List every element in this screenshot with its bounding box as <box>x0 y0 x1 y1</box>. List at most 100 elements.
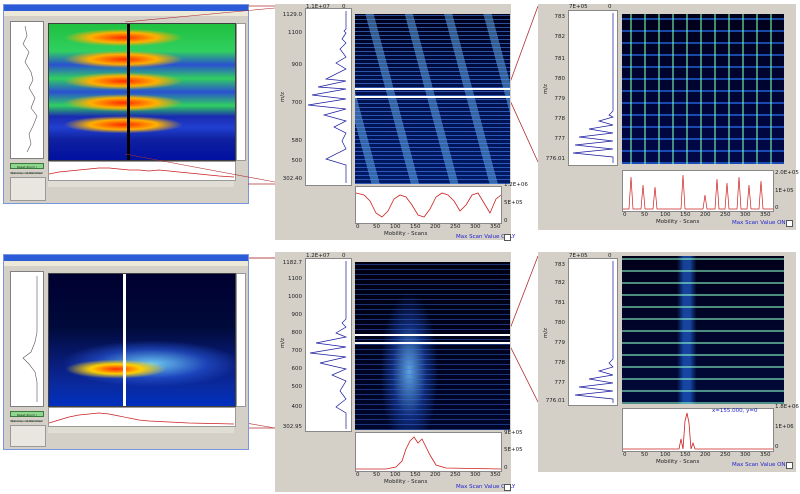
top-zoom1-profile <box>305 8 352 186</box>
bottom-zoom2-scale-label: 7E+05 <box>569 253 588 259</box>
top-zoom2-spectrum-map <box>622 14 784 164</box>
top-zoom2-intensity-mid: 1E+05 <box>775 188 794 194</box>
bottom-zoom1-spectrum-map <box>355 262 510 430</box>
options-controls <box>10 425 46 447</box>
top-zoom1-x-tick-5: 250 <box>450 224 461 230</box>
top-zoom2-y-tick-4: 779 <box>554 96 566 102</box>
bottom-zoom1-y-axis-label: m/z <box>280 337 287 349</box>
top-zoom2-x-tick-6: 300 <box>740 212 751 218</box>
bottom-zoom1-x-tick-2: 100 <box>390 472 401 478</box>
recompute-button[interactable]: Reset Zoom / Recompute Summed <box>10 163 44 175</box>
bottom-zoom1-intensity-mid: 5E+05 <box>504 447 523 453</box>
window-titlebar <box>4 255 248 261</box>
bottom-zoom2-intensity-trace <box>622 408 774 452</box>
top-zoom1-spectrum-map <box>355 14 510 184</box>
top-zoom1-x-tick-4: 200 <box>430 224 441 230</box>
top-zoom2-y-tick-2: 781 <box>554 56 566 62</box>
side-profile-panel <box>10 271 44 407</box>
tab-calibration[interactable]: Calibration <box>26 171 43 175</box>
top-zoom2-x-tick-7: 350 <box>760 212 771 218</box>
bottom-zoom1-selection-box[interactable] <box>355 334 510 344</box>
bottom-zoom2-intensity-max: 1.8E+06 <box>775 404 799 410</box>
bottom-zoom2-max-scan-checkbox[interactable] <box>786 462 793 469</box>
top-zoom1-scale-label: 1.1E+07 <box>306 4 330 10</box>
bottom-zoom1-y-tick-0: 1182.7 <box>282 260 302 266</box>
bottom-zoom1-y-tick-7: 500 <box>291 384 303 390</box>
top-zoom1-y-tick-1: 1100 <box>288 30 302 36</box>
scan-selection-line[interactable] <box>123 274 126 406</box>
top-zoom1-max-scan-checkbox[interactable] <box>504 234 511 241</box>
top-zoom2-profile-trace <box>572 13 614 163</box>
top-zoom1-x-tick-1: 50 <box>373 224 380 230</box>
side-profile-trace <box>22 25 38 153</box>
top-zoom1-intensity-trace <box>355 186 502 224</box>
bottom-zoom1-intensity-line <box>356 436 501 470</box>
window-menubar <box>4 261 248 266</box>
side-profile-trace <box>22 276 38 402</box>
top-zoom2-y-tick-3: 780 <box>554 76 566 82</box>
bottom-zoom1-y-tick-2: 1000 <box>288 294 302 300</box>
top-zoom2-max-scan-checkbox[interactable] <box>786 220 793 227</box>
top-zoom1-selection-box[interactable] <box>355 88 510 98</box>
top-zoom2-max-scan-label: Max Scan Value ONLY <box>732 220 792 226</box>
tab-calibration[interactable]: Calibration <box>26 419 43 423</box>
bottom-zoom1-scale-label: 1.2E+07 <box>306 253 330 259</box>
bottom-zoom1-max-scan-checkbox[interactable] <box>504 484 511 491</box>
bottom-zoom2-y-tick-3: 780 <box>554 320 566 326</box>
recompute-button[interactable]: Reset Zoom / Recompute Summed <box>10 411 44 423</box>
bottom-zoom2-intensity-line <box>623 412 773 450</box>
main-heatmap <box>48 23 236 161</box>
options-controls <box>10 177 46 201</box>
tab-options[interactable]: Options <box>10 171 22 175</box>
top-zoom1-zero-label: 0 <box>342 4 346 10</box>
top-zoom2-intensity-trace <box>622 170 774 212</box>
bottom-zoom1-intensity-zero: 0 <box>504 465 508 471</box>
main-heatmap <box>48 273 236 407</box>
top-zoom2-scale-label: 7E+05 <box>569 4 588 10</box>
bottom-zoom2-profile-trace <box>574 261 614 403</box>
top-zoom2-y-axis-label: m/z <box>543 83 550 95</box>
window-menubar <box>4 11 248 16</box>
bottom-zoom1-x-tick-1: 50 <box>373 472 380 478</box>
bottom-zoom2-zero-label: 0 <box>608 253 612 259</box>
bottom-zoom1-zero-label: 0 <box>342 253 346 259</box>
bottom-zoom1-y-tick-9: 302.95 <box>282 424 302 430</box>
bottom-zoom2-x-label: Mobility - Scans <box>656 459 700 465</box>
bottom-zoom2-intensity-zero: 0 <box>775 444 779 450</box>
top-zoom2-x-tick-0: 0 <box>623 212 627 218</box>
bottom-zoom1-y-tick-6: 600 <box>291 366 303 372</box>
bottom-zoom1-x-tick-3: 150 <box>410 472 421 478</box>
tab-options[interactable]: Options <box>10 419 22 423</box>
top-zoom1-y-tick-5: 500 <box>291 158 303 164</box>
top-zoom1-y-tick-3: 700 <box>291 100 303 106</box>
bottom-zoom2-x-tick-2: 100 <box>660 452 671 458</box>
top-zoom1-profile-trace <box>307 11 347 183</box>
bottom-app-window: Reset Zoom / Recompute Summed Options Ca… <box>3 254 249 450</box>
top-zoom1-max-scan-label: Max Scan Value ONLY <box>456 234 516 240</box>
bottom-zoom1-profile-trace <box>309 261 348 429</box>
bottom-zoom2-y-tick-4: 779 <box>554 340 566 346</box>
top-zoom2-y-tick-6: 777 <box>554 136 566 142</box>
top-zoom1-x-tick-0: 0 <box>356 224 360 230</box>
bottom-zoom2-x-tick-5: 250 <box>720 452 731 458</box>
side-profile-panel <box>10 21 44 159</box>
bottom-zoom2-x-tick-4: 200 <box>700 452 711 458</box>
bottom-zoom2-max-scan-label: Max Scan Value ONLY <box>732 462 792 468</box>
top-zoom1-y-tick-2: 900 <box>291 62 303 68</box>
top-zoom1-x-tick-3: 150 <box>410 224 421 230</box>
top-zoom1-x-tick-7: 350 <box>490 224 501 230</box>
top-zoom1-x-tick-2: 100 <box>390 224 401 230</box>
top-zoom1-intensity-zero: 0 <box>504 218 508 224</box>
top-zoom2-x-tick-1: 50 <box>641 212 648 218</box>
scan-selection-line[interactable] <box>127 24 130 160</box>
top-zoom2-x-label: Mobility - Scans <box>656 219 700 225</box>
bottom-zoom1-intensity-trace <box>355 432 502 472</box>
x-ticks-strip <box>48 427 234 433</box>
bottom-zoom2-spectrum-map <box>622 256 784 404</box>
bottom-zoom2-y-axis-label: m/z <box>543 327 550 339</box>
bottom-zoom1-x-tick-4: 200 <box>430 472 441 478</box>
top-zoom2-y-tick-1: 782 <box>554 34 566 40</box>
top-zoom2-x-tick-3: 150 <box>680 212 691 218</box>
bottom-zoom1-y-tick-1: 1100 <box>288 276 302 282</box>
bottom-zoom2-y-tick-1: 782 <box>554 280 566 286</box>
